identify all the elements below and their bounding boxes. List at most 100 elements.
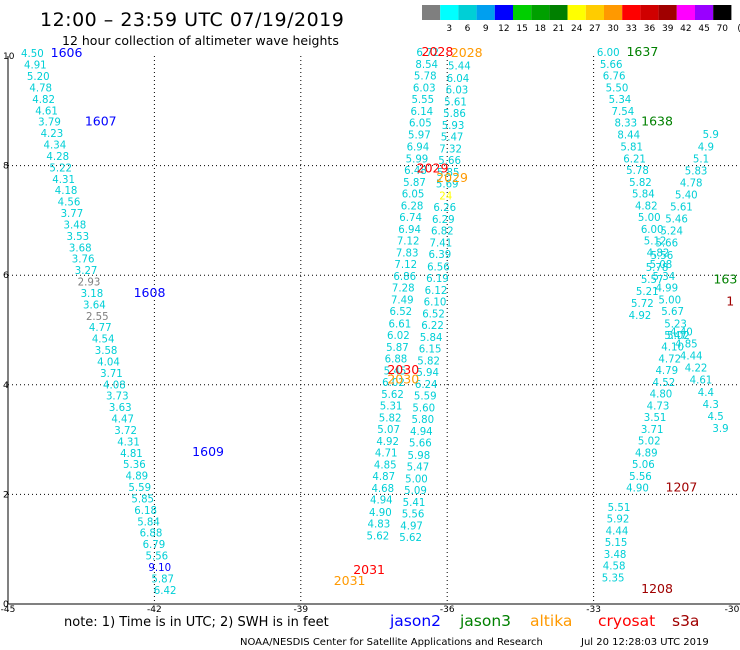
wave-height-value: 5.94 bbox=[416, 368, 439, 379]
legend-swatch bbox=[440, 5, 459, 20]
wave-height-value: 4.44 bbox=[680, 352, 703, 363]
legend-swatch bbox=[604, 5, 623, 20]
satellite-cryosat: cryosat bbox=[598, 612, 655, 630]
wave-height-value: 6.72 bbox=[416, 48, 439, 59]
legend-swatch bbox=[549, 5, 568, 20]
pass-number-label: 1638 bbox=[641, 114, 673, 129]
wave-height-value: 6.29 bbox=[432, 215, 455, 226]
wave-height-value: 5.07 bbox=[377, 425, 400, 436]
lon-tick-label: -39 bbox=[293, 605, 308, 615]
wave-height-value: 3.79 bbox=[38, 118, 61, 129]
legend-swatch bbox=[422, 5, 441, 20]
lat-tick-label: 4 bbox=[3, 381, 9, 391]
pass-number-label: 2028 bbox=[451, 45, 483, 60]
wave-height-value: 5.72 bbox=[631, 299, 654, 310]
wave-height-value: 5.98 bbox=[408, 451, 431, 462]
wave-height-value: 5.80 bbox=[411, 415, 434, 426]
legend-swatch bbox=[531, 5, 550, 20]
wave-height-value: 5.83 bbox=[685, 166, 708, 177]
wave-height-value: 4.77 bbox=[89, 323, 112, 334]
wave-height-value: 6.05 bbox=[402, 189, 425, 200]
wave-height-value: 4.9 bbox=[698, 142, 714, 153]
lat-tick-label: 10 bbox=[3, 52, 15, 62]
wave-height-value: 7.12 bbox=[394, 260, 417, 271]
wave-height-value: 5.00 bbox=[658, 296, 681, 307]
wave-height-value: 5.06 bbox=[632, 460, 655, 471]
wave-height-value: 5.56 bbox=[629, 472, 652, 483]
satellite-jason3: jason3 bbox=[459, 612, 511, 630]
track-C3: 5.515.924.445.153.484.58 5.35 bbox=[602, 503, 631, 585]
wave-height-value: 4.10 bbox=[661, 342, 684, 353]
wave-height-value: 4.82 bbox=[32, 95, 55, 106]
wave-height-value: 6.39 bbox=[429, 250, 452, 261]
lon-tick-label: -30 bbox=[725, 605, 740, 615]
altimeter-tracks: 4.504.915.204.784.824.613.794.234.344.28… bbox=[21, 48, 729, 597]
track-B1: 6.728.545.786.035.556.146.055.976.945.99… bbox=[367, 48, 439, 542]
wave-height-value: 5.87 bbox=[403, 178, 426, 189]
legend-swatch bbox=[476, 5, 495, 20]
wave-height-value: 9.10 bbox=[148, 563, 171, 574]
wave-height-value: 4.5 bbox=[707, 412, 723, 423]
wave-height-value: 7.83 bbox=[396, 249, 419, 260]
plot-area bbox=[7, 56, 740, 605]
wave-height-value: 5.44 bbox=[448, 62, 471, 73]
legend-swatch bbox=[622, 5, 641, 20]
track-A: 4.504.915.204.784.824.613.794.234.344.28… bbox=[21, 49, 176, 597]
wave-height-value: 4.3 bbox=[703, 400, 719, 411]
wave-height-value: 6.42 bbox=[154, 586, 177, 597]
wave-height-value: 3.72 bbox=[114, 426, 137, 437]
wave-height-value: 5.9 bbox=[703, 130, 719, 141]
wave-height-value: 4.92 bbox=[376, 437, 399, 448]
wave-height-value: 5.99 bbox=[406, 154, 429, 165]
wave-height-value: 5.31 bbox=[380, 401, 403, 412]
legend-swatch bbox=[513, 5, 532, 20]
wave-height-value: 8.44 bbox=[617, 131, 640, 142]
wave-height-value: 3.27 bbox=[75, 266, 98, 277]
wave-height-value: 2.55 bbox=[86, 312, 109, 323]
wave-height-value: 4.61 bbox=[35, 107, 58, 118]
wave-height-value: 6.10 bbox=[424, 297, 447, 308]
wave-height-value: 4.50 bbox=[21, 49, 44, 60]
wave-height-value: 5.23 bbox=[664, 319, 687, 330]
wave-height-value: 6.18 bbox=[134, 506, 157, 517]
wave-height-value: 5.84 bbox=[137, 518, 160, 529]
wave-height-value: 4.80 bbox=[650, 389, 673, 400]
wave-height-value: 6.76 bbox=[603, 72, 626, 83]
wave-height-value: 5.09 bbox=[404, 486, 427, 497]
wave-height-value: 4.18 bbox=[55, 186, 78, 197]
lat-tick-label: 0 bbox=[3, 600, 9, 610]
footer-note: note: 1) Time is in UTC; 2) SWH is in fe… bbox=[64, 615, 329, 630]
wave-height-value: 6.26 bbox=[433, 203, 456, 214]
satellite-jason2: jason2 bbox=[389, 612, 441, 630]
wave-height-value: 5.21 bbox=[636, 287, 659, 298]
wave-height-value: 6.15 bbox=[419, 344, 442, 355]
pass-number-label: 1606 bbox=[51, 45, 83, 60]
wave-height-value: 6.79 bbox=[143, 540, 166, 551]
wave-height-value: 5.00 bbox=[638, 213, 661, 224]
wave-height-value: 3.64 bbox=[83, 301, 106, 312]
wave-height-value: 3.48 bbox=[604, 550, 627, 561]
wave-height-value: 6.12 bbox=[425, 286, 448, 297]
wave-height-value: 6.00 bbox=[597, 48, 620, 59]
wave-height-value: 4.44 bbox=[606, 526, 629, 537]
pass-number-label: 163 bbox=[713, 271, 737, 286]
wave-height-value: 5.61 bbox=[444, 97, 467, 108]
wave-height-value: 4.72 bbox=[658, 354, 681, 365]
wave-height-value: 5.46 bbox=[665, 215, 688, 226]
wave-height-value: 4.89 bbox=[635, 449, 658, 460]
wave-height-value: 5.02 bbox=[667, 331, 690, 342]
legend-swatch bbox=[658, 5, 677, 20]
wave-height-value: 3.68 bbox=[69, 244, 92, 255]
track-D1: 5.94.95.15.834.785.405.615.465.245.665.5… bbox=[629, 130, 719, 322]
satellite-s3a: s3a bbox=[672, 612, 699, 630]
wave-height-value: 5.57 bbox=[641, 275, 664, 286]
legend-label: 45 bbox=[698, 24, 709, 34]
wave-height-value: 6.02 bbox=[387, 331, 410, 342]
wave-height-value: 6.52 bbox=[389, 307, 412, 318]
pass-number-label: 2031 bbox=[334, 573, 366, 588]
legend-label: 42 bbox=[680, 24, 691, 34]
legend-swatch bbox=[695, 5, 714, 20]
wave-height-value: 4.4 bbox=[698, 388, 714, 399]
legend-label: 3 bbox=[446, 24, 452, 34]
